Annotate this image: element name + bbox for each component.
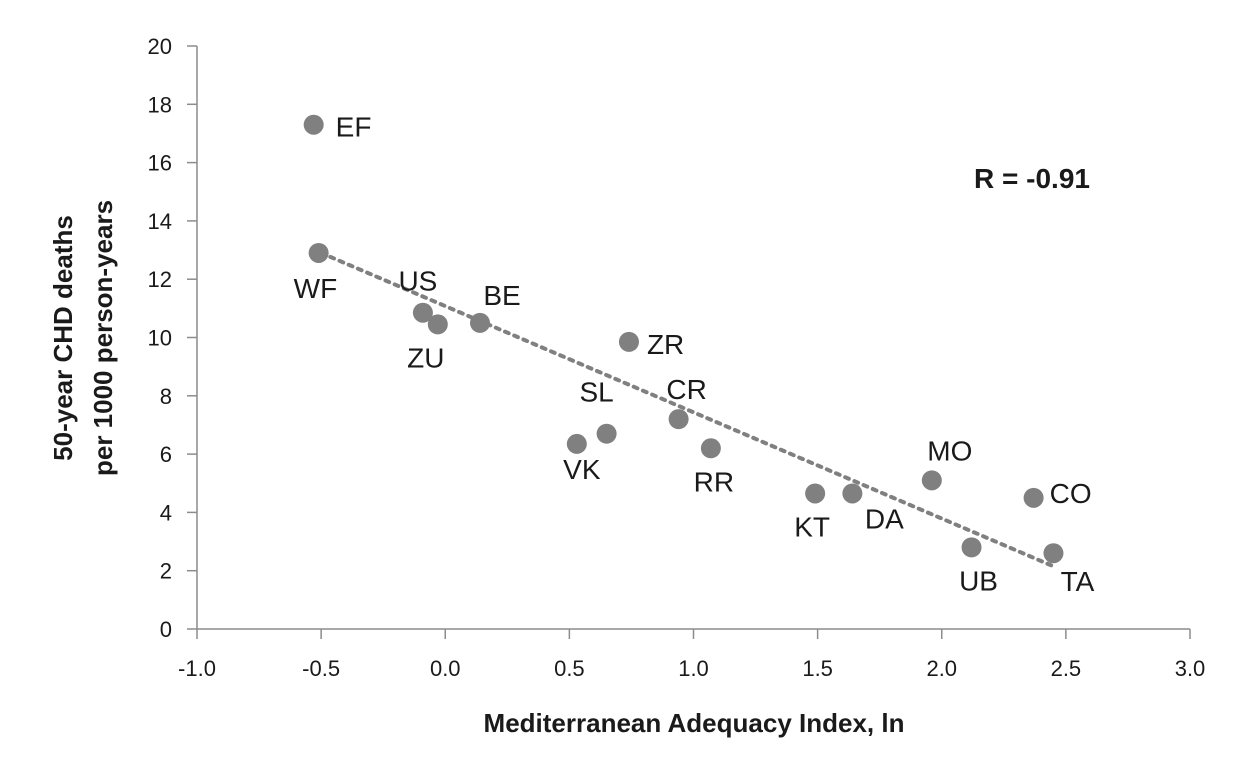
y-tick-label: 4	[160, 500, 172, 525]
correlation-annotation: R = -0.91	[974, 163, 1090, 194]
point-label-rr: RR	[694, 466, 734, 497]
trendline-group	[319, 250, 1056, 569]
x-tick-label: 1.5	[802, 656, 833, 681]
x-tick-label: 1.0	[678, 656, 709, 681]
data-point-be	[470, 312, 491, 333]
y-tick-label: 6	[160, 442, 172, 467]
x-tick-label: 2.0	[926, 656, 957, 681]
y-tick-label: 20	[148, 34, 172, 59]
data-point-mo	[921, 470, 942, 491]
data-point-vk	[566, 433, 587, 454]
x-tick-label: 2.5	[1051, 656, 1082, 681]
point-label-be: BE	[483, 280, 520, 311]
y-tick-label: 12	[148, 267, 172, 292]
x-axis-title: Mediterranean Adequacy Index, ln	[484, 708, 905, 738]
point-label-vk: VK	[563, 454, 601, 485]
points-group	[303, 114, 1064, 564]
x-tick-label: 3.0	[1175, 656, 1206, 681]
data-point-da	[842, 483, 863, 504]
point-label-kt: KT	[794, 511, 830, 542]
data-point-wf	[308, 242, 329, 263]
point-label-zr: ZR	[647, 329, 684, 360]
data-point-zr	[618, 331, 639, 352]
y-tick-label: 8	[160, 384, 172, 409]
data-point-cr	[668, 409, 689, 430]
x-tick-label: 0.0	[430, 656, 461, 681]
data-point-ub	[961, 537, 982, 558]
point-label-co: CO	[1050, 478, 1092, 509]
point-label-mo: MO	[927, 435, 972, 466]
data-point-zu	[427, 314, 448, 335]
x-tick-label: -1.0	[178, 656, 216, 681]
data-point-kt	[805, 483, 826, 504]
point-label-ef: EF	[336, 112, 372, 143]
point-label-cr: CR	[666, 374, 706, 405]
data-point-sl	[596, 423, 617, 444]
data-point-us	[412, 302, 433, 323]
point-label-sl: SL	[579, 377, 613, 408]
point-labels-group: EF WF US ZU BE ZR SL VK CR RR KT DA MO UB CO TA	[294, 112, 1095, 598]
point-label-zu: ZU	[407, 342, 444, 373]
y-tick-label: 18	[148, 92, 172, 117]
point-label-ub: UB	[959, 565, 998, 596]
y-axis-title-line2: per 1000 person-years	[88, 200, 118, 476]
axes: 0 2 4 6 8 10 12 14 16 18 20 -1.0 -0.5 0.0 0.5 1.0 1.5 2.0…	[148, 34, 1206, 681]
y-tick-label: 0	[160, 617, 172, 642]
data-point-ef	[303, 114, 324, 135]
point-label-us: US	[398, 266, 437, 297]
y-axis-title-line1: 50-year CHD deaths	[48, 215, 78, 461]
x-tick-label: 0.5	[554, 656, 585, 681]
data-point-co	[1023, 487, 1044, 508]
y-tick-label: 2	[160, 559, 172, 584]
y-tick-label: 16	[148, 151, 172, 176]
trendline	[319, 250, 1056, 569]
point-label-wf: WF	[294, 273, 338, 304]
data-point-rr	[700, 438, 721, 459]
data-point-ta	[1043, 543, 1064, 564]
point-label-da: DA	[865, 503, 904, 534]
x-tick-label: -0.5	[302, 656, 340, 681]
point-label-ta: TA	[1061, 566, 1095, 597]
y-tick-label: 10	[148, 326, 172, 351]
y-tick-label: 14	[148, 209, 172, 234]
